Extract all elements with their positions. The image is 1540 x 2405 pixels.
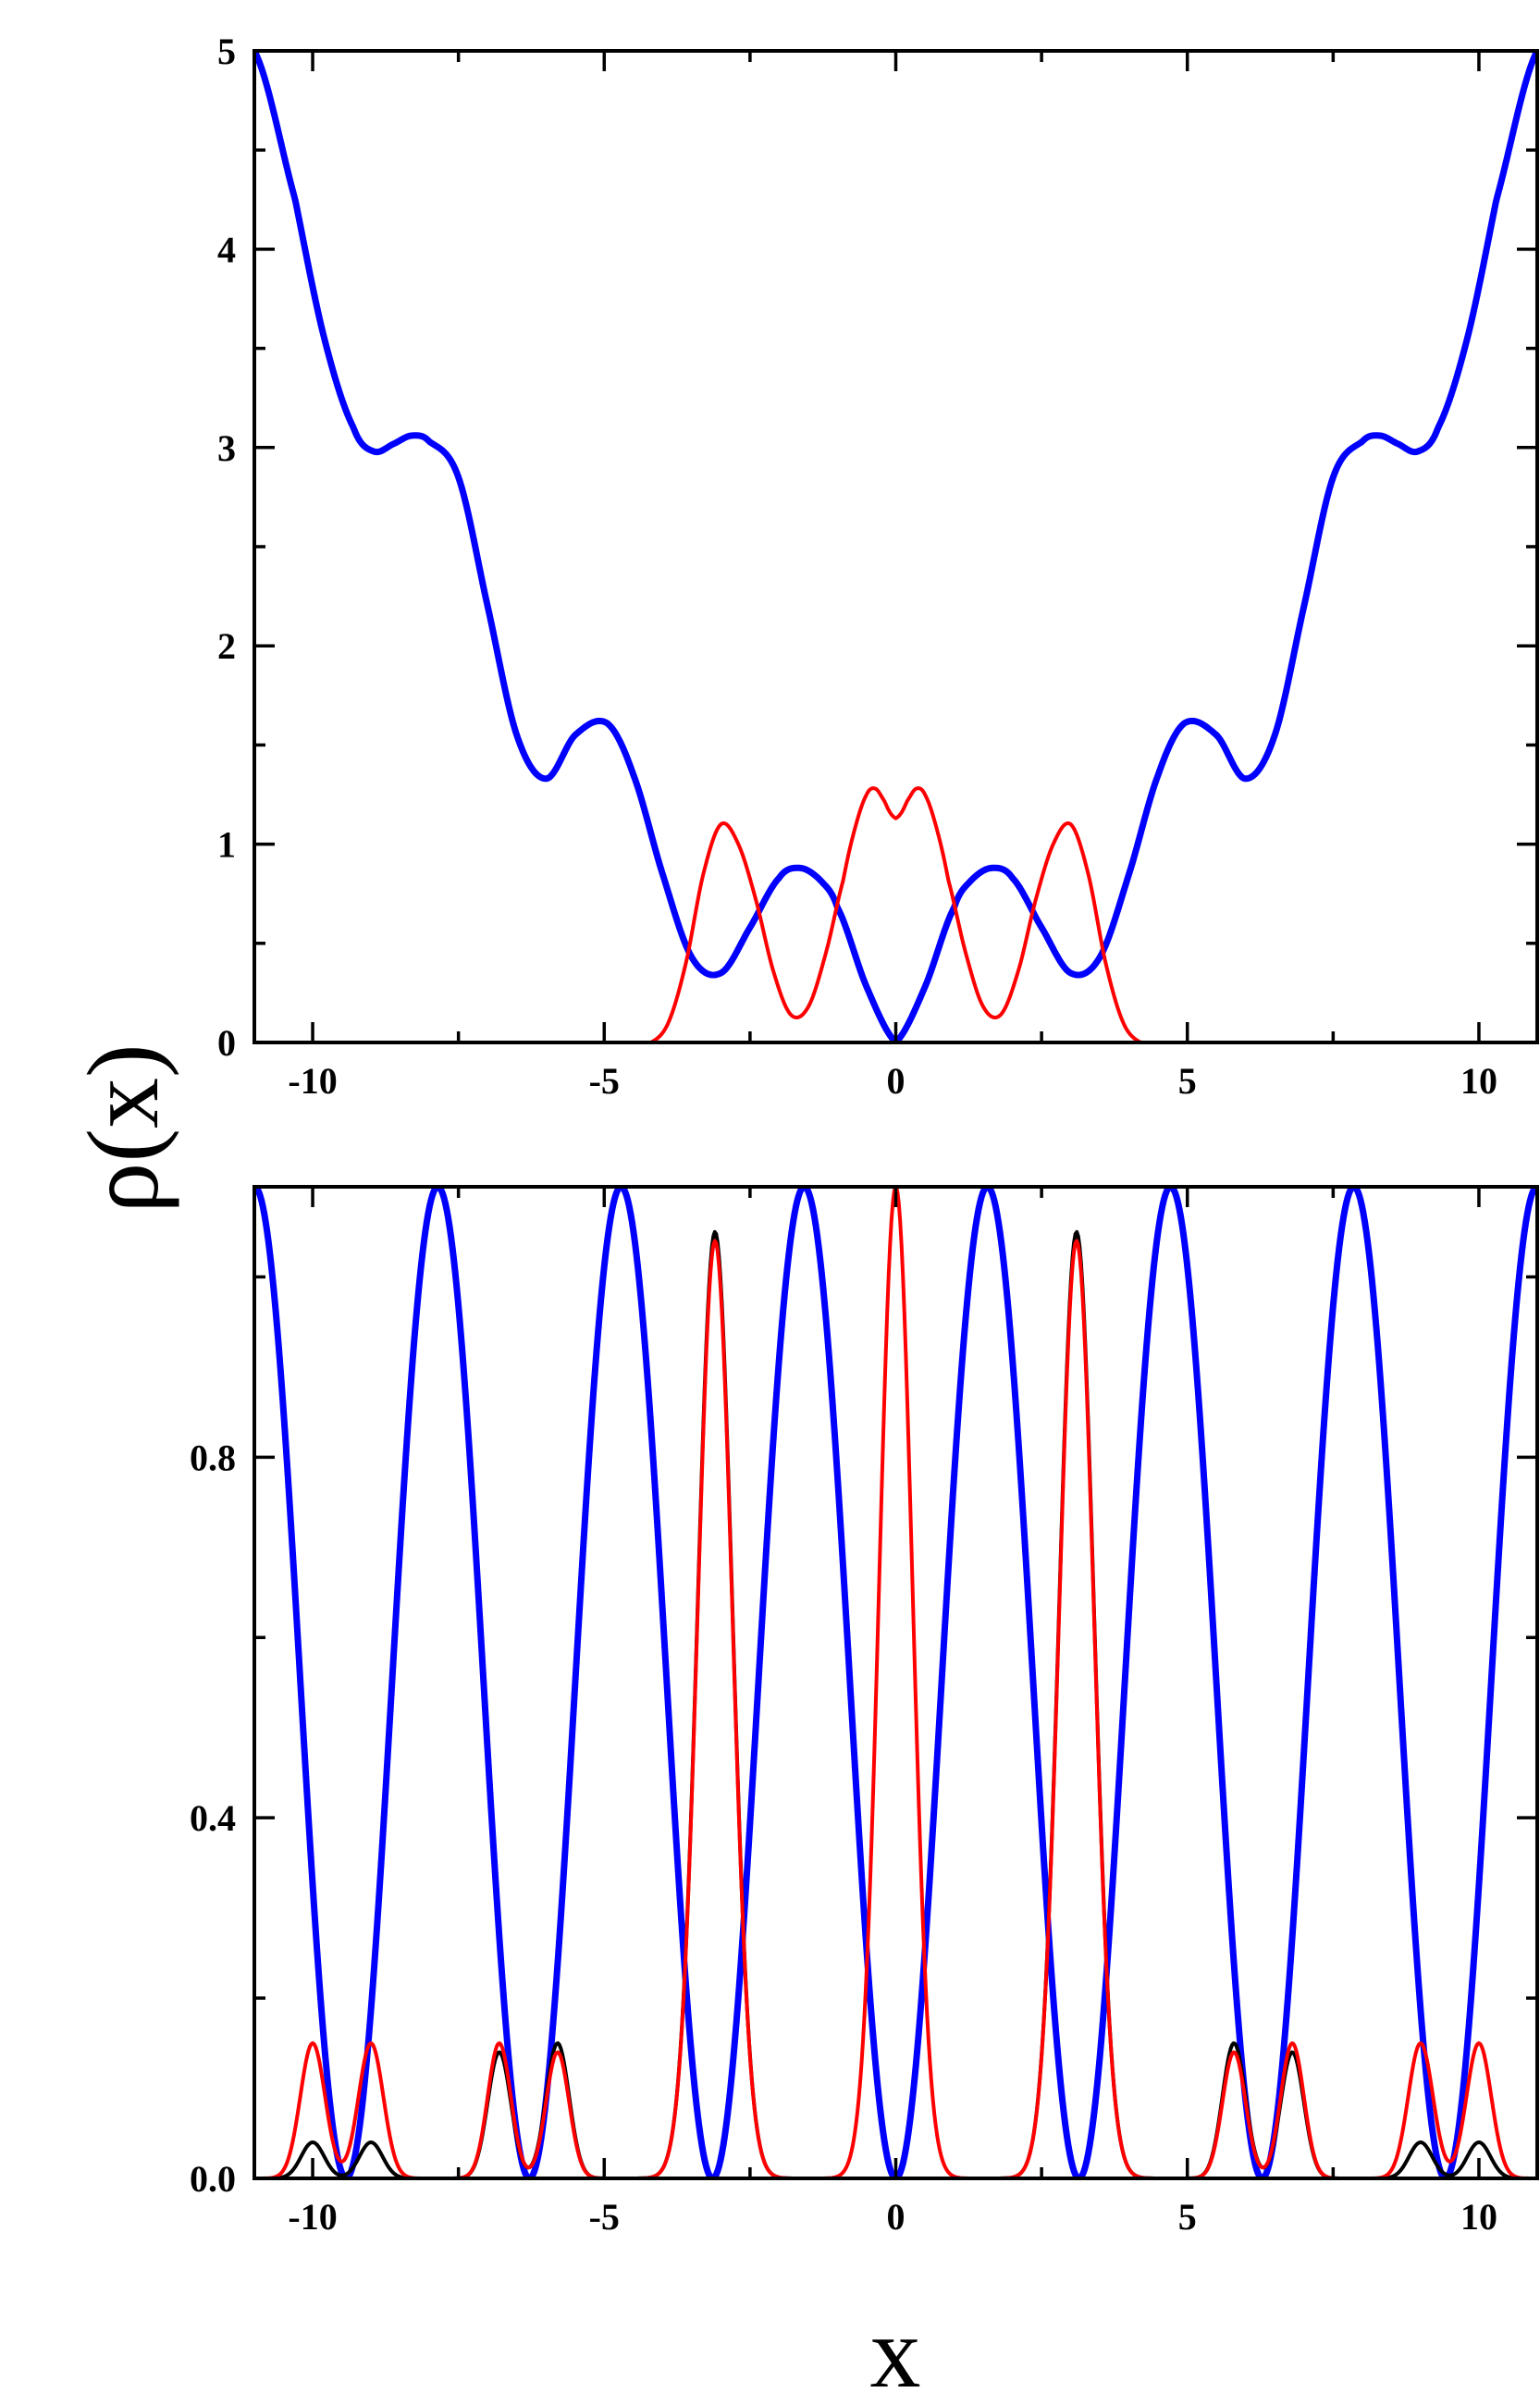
y-tick-label: 0 [217,1022,236,1064]
bottom-panel: -10 -5 0 5 10 0.0 0.4 0.8 [190,1185,1539,2238]
y-tick-label: 1 [217,824,236,866]
x-tick-label: -10 [288,2196,337,2238]
y-tick-label: 0.4 [190,1797,236,1839]
y-tick-label: 3 [217,427,236,469]
series-line-1 [254,1187,1537,2178]
series-line-3 [254,1187,1537,2178]
plot-frame [253,1185,1539,2180]
series-line-2 [254,786,1537,1042]
y-tick-label: 4 [217,228,236,270]
x-tick-label: 0 [887,1060,906,1102]
x-axis-title: x [870,2296,921,2405]
top-panel: -10 -5 0 5 10 0 1 2 3 4 5 [217,31,1539,1102]
y-tick-label: 0.0 [190,2158,236,2200]
y-tick-label: 5 [217,31,236,72]
x-tick-label: 10 [1460,1060,1497,1102]
x-tick-label: 0 [887,2196,906,2238]
x-tick-label: 10 [1460,2196,1497,2238]
y-tick-label: 2 [217,625,236,667]
plot-frame [253,49,1539,1044]
x-tick-label: -5 [589,2196,620,2238]
x-tick-label: 5 [1178,1060,1197,1102]
y-tick-label: 0.8 [190,1437,236,1478]
x-tick-label: 5 [1178,2196,1197,2238]
series-line-1 [254,51,1537,1042]
x-tick-label: -10 [288,1060,337,1102]
x-tick-label: -5 [589,1060,620,1102]
y-axis-title: ρ(x) [67,1043,179,1213]
series-line-2 [254,1229,1537,2178]
